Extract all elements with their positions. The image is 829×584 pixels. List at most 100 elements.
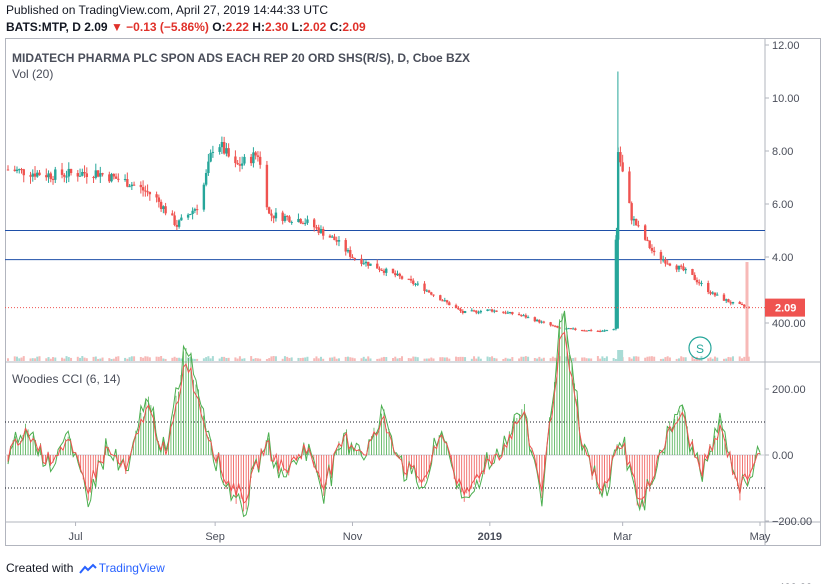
volume-bar [128, 357, 131, 361]
volume-bar [477, 356, 480, 361]
candle-body [414, 283, 417, 285]
volume-bar [538, 356, 541, 361]
volume-bar [29, 358, 32, 361]
candle-body [583, 330, 586, 332]
volume-bar [401, 356, 404, 361]
candle-body [328, 235, 332, 238]
created-with-text: Created with [6, 561, 74, 575]
candle-body [60, 169, 64, 175]
candle-body [553, 325, 557, 327]
volume-bar [144, 356, 147, 361]
volume-bar [290, 357, 293, 361]
candle-body [351, 256, 354, 258]
candle-body [175, 224, 179, 227]
volume-bar [236, 358, 239, 361]
volume-bar [218, 358, 221, 361]
volume-bar [668, 357, 671, 361]
volume-bar [432, 358, 435, 361]
volume-bar [565, 356, 568, 361]
time-tick-label: Jul [69, 531, 83, 543]
volume-bar [605, 356, 608, 361]
cci-pane-title: Woodies CCI (6, 14) [12, 372, 121, 386]
volume-bar [684, 357, 687, 361]
volume-bar [299, 358, 302, 361]
volume-bar [38, 356, 41, 361]
candle-body [112, 173, 116, 177]
candle-body [78, 175, 82, 177]
volume-bar [353, 358, 356, 361]
candle-body [36, 172, 39, 177]
candle-body [267, 207, 271, 214]
candle-body [331, 236, 334, 238]
candle-body [256, 155, 260, 157]
candle-body [164, 206, 167, 214]
volume-bar [162, 358, 165, 361]
volume-bar [527, 356, 530, 361]
volume-bar [740, 358, 743, 361]
candle-body [301, 223, 305, 225]
volume-bar [653, 356, 656, 361]
volume-bar [207, 356, 210, 361]
last-price-label: 2.09 [775, 303, 796, 315]
candle-body [335, 240, 338, 242]
candle-body [729, 302, 732, 304]
candle-body [432, 294, 435, 296]
candle-body [69, 168, 73, 174]
volume-bar [635, 356, 638, 361]
candle-body [580, 329, 584, 331]
volume-bar [522, 356, 525, 361]
volume-bar [713, 356, 716, 361]
volume-bar [322, 358, 325, 361]
candle-body [587, 330, 591, 332]
candle-body [222, 142, 226, 154]
volume-bar [288, 358, 291, 361]
volume-bar [369, 358, 372, 361]
candle-body [727, 299, 730, 303]
volume-bar [520, 356, 523, 361]
volume-bar [479, 358, 482, 361]
candle-body [313, 219, 316, 228]
candle-body [243, 156, 246, 164]
volume-bar [430, 357, 433, 361]
volume-bar [36, 356, 39, 361]
candle-body [51, 178, 55, 180]
volume-bar [238, 356, 241, 361]
volume-bar [551, 356, 554, 361]
volume-bar [614, 358, 617, 361]
candle-body [691, 268, 694, 275]
price-tick-label: 10.00 [772, 93, 800, 105]
candle-body [423, 283, 426, 291]
candle-body [682, 266, 685, 271]
volume-bar [394, 356, 397, 361]
candle-body [445, 300, 449, 303]
candle-body [306, 219, 309, 223]
candle-body [425, 290, 428, 292]
volume-bar [175, 357, 178, 361]
volume-bar [414, 356, 417, 361]
candle-body [454, 305, 458, 309]
volume-bar [693, 358, 696, 361]
candle-body [664, 259, 667, 264]
volume-bar [511, 357, 514, 361]
candle-body [191, 210, 194, 215]
volume-bar [364, 358, 367, 361]
candle-body [162, 206, 165, 210]
candle-body [549, 322, 552, 326]
footer: Created with TradingView [6, 561, 165, 575]
volume-bar [698, 358, 701, 361]
candle-body [317, 227, 320, 233]
volume-bar [281, 358, 284, 361]
candle-body [49, 173, 52, 179]
candle-body [675, 265, 678, 270]
candle-body [621, 162, 624, 172]
volume-bar [225, 357, 228, 361]
tradingview-logo-icon [78, 563, 97, 574]
volume-bar [630, 358, 633, 361]
volume-bar [470, 358, 473, 361]
candle-body [725, 299, 728, 301]
candle-body [520, 315, 523, 317]
volume-bar [542, 357, 545, 361]
volume-bar [601, 356, 604, 361]
brand-link[interactable]: TradingView [98, 561, 165, 575]
